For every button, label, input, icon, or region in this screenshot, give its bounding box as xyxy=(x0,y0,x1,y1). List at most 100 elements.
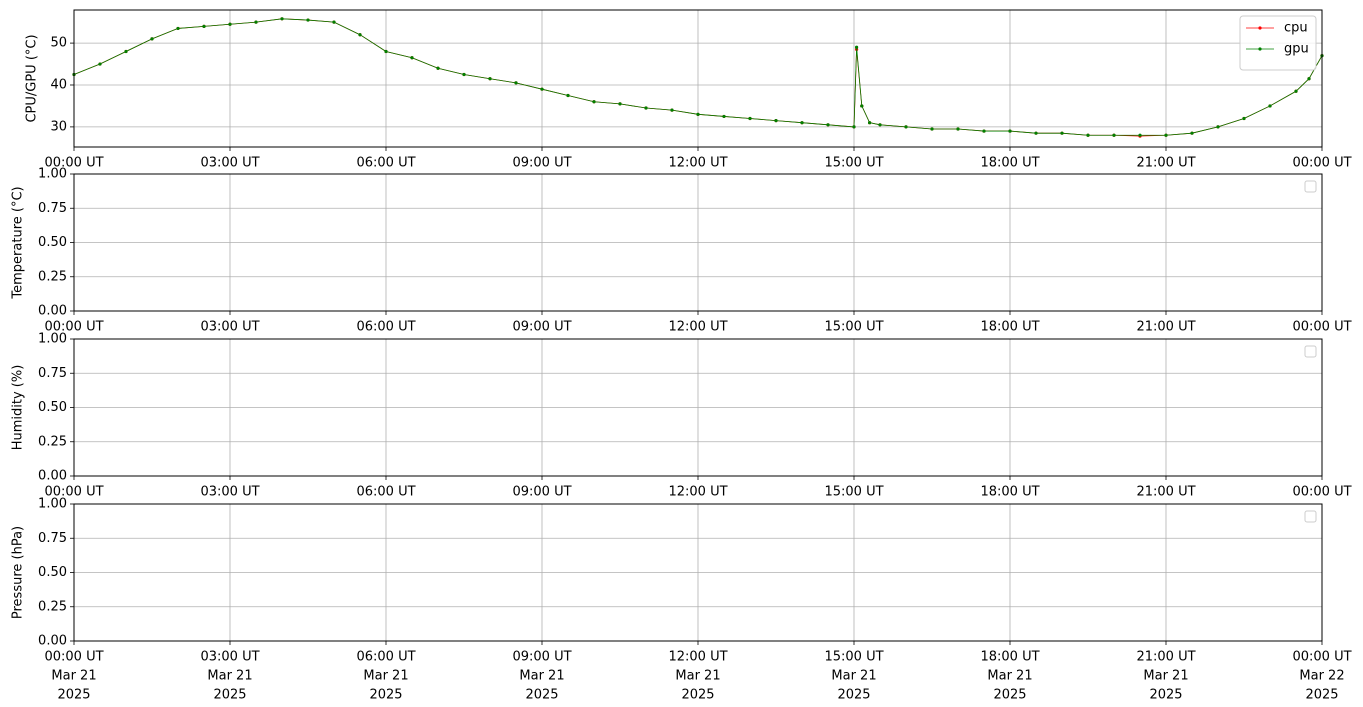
point xyxy=(488,77,492,81)
point xyxy=(774,119,778,123)
point xyxy=(1216,125,1220,129)
x-tick-label: 03:00 UT xyxy=(200,320,259,335)
subplot: 0.00 0.25 0.50 0.75 1.00 00:00 UT 03:00 UT 06:0… xyxy=(11,332,1352,500)
point xyxy=(202,24,206,28)
x-tick-label: 21:00 UT xyxy=(1136,320,1195,335)
point xyxy=(98,62,102,66)
y-tick-label: 1.00 xyxy=(38,497,67,512)
point xyxy=(1034,131,1038,135)
subplot: 30 40 50 00:00 UT 03:00 UT 06:00 UT 09:00 UT 12… xyxy=(25,9,1352,171)
x-tick-label: 21:00 UT xyxy=(1136,485,1195,500)
x-tick-label: 15:00 UT xyxy=(824,156,883,171)
point xyxy=(436,66,440,70)
point xyxy=(332,20,336,24)
y-tick-label: 0.00 xyxy=(38,469,67,484)
point xyxy=(618,102,622,106)
y-tick-label: 0.50 xyxy=(38,400,67,415)
x-tick-label: 00:00 UT xyxy=(1292,320,1351,335)
x-tick-label: 00:00 UT xyxy=(1292,650,1351,665)
x-tick-label: 06:00 UT xyxy=(356,156,415,171)
x-tick-label: 09:00 UT xyxy=(512,320,571,335)
x-tick-label: Mar 21 xyxy=(363,669,408,684)
x-tick-label: 2025 xyxy=(681,688,714,703)
point xyxy=(1294,89,1298,93)
point xyxy=(868,121,872,125)
legend-marker xyxy=(1258,47,1262,51)
x-tick-label: 03:00 UT xyxy=(200,485,259,500)
y-tick-label: 0.25 xyxy=(38,269,67,284)
point xyxy=(956,127,960,131)
x-tick-label: 2025 xyxy=(57,688,90,703)
point xyxy=(696,112,700,116)
point xyxy=(904,125,908,129)
y-axis-label: Humidity (%) xyxy=(11,365,26,451)
point xyxy=(852,125,856,129)
legend-box xyxy=(1239,15,1317,71)
point xyxy=(306,18,310,22)
point xyxy=(358,33,362,37)
point xyxy=(1307,77,1311,81)
x-tick-label: 00:00 UT xyxy=(44,320,103,335)
x-tick-label: 21:00 UT xyxy=(1136,156,1195,171)
point xyxy=(254,20,258,24)
x-tick-label: 09:00 UT xyxy=(512,485,571,500)
x-tick-label: Mar 21 xyxy=(831,669,876,684)
x-tick-label: 18:00 UT xyxy=(980,650,1039,665)
y-tick-label: 50 xyxy=(50,36,67,51)
point xyxy=(800,121,804,125)
x-tick-label: Mar 21 xyxy=(51,669,96,684)
point xyxy=(644,106,648,110)
y-axis-label: CPU/GPU (°C) xyxy=(25,34,40,122)
x-tick-label: 03:00 UT xyxy=(200,156,259,171)
point xyxy=(514,81,518,85)
point xyxy=(826,123,830,127)
y-tick-label: 1.00 xyxy=(38,332,67,347)
plot-frame xyxy=(73,503,1323,642)
legend-marker xyxy=(1258,26,1262,30)
point xyxy=(410,56,414,60)
point xyxy=(124,49,128,54)
x-tick-label: Mar 22 xyxy=(1299,669,1344,684)
point xyxy=(280,17,284,21)
point xyxy=(1164,133,1168,137)
x-tick-label: 2025 xyxy=(369,688,402,703)
y-tick-label: 0.75 xyxy=(38,201,67,216)
y-tick-label: 0.75 xyxy=(38,366,67,381)
x-tick-label: 2025 xyxy=(1305,688,1338,703)
y-tick-label: 0.75 xyxy=(38,531,67,546)
point xyxy=(878,123,882,127)
x-tick-label: 00:00 UT xyxy=(44,485,103,500)
x-tick-label: Mar 21 xyxy=(519,669,564,684)
y-tick-label: 0.25 xyxy=(38,599,67,614)
point xyxy=(930,127,934,131)
point xyxy=(150,37,154,41)
point xyxy=(748,116,752,121)
y-tick-label: 1.00 xyxy=(38,167,67,182)
x-tick-label: 06:00 UT xyxy=(356,485,415,500)
plot-frame xyxy=(73,173,1323,312)
point xyxy=(540,87,544,91)
x-tick-label: 12:00 UT xyxy=(668,156,727,171)
x-tick-label: Mar 21 xyxy=(207,669,252,684)
point xyxy=(1242,116,1246,121)
point xyxy=(860,104,864,108)
x-tick-label: 06:00 UT xyxy=(356,650,415,665)
x-tick-label: 09:00 UT xyxy=(512,156,571,171)
plot-frame xyxy=(73,338,1323,477)
x-tick-label: 00:00 UT xyxy=(1292,156,1351,171)
point xyxy=(1190,131,1194,135)
x-tick-label: 15:00 UT xyxy=(824,485,883,500)
x-tick-label: 2025 xyxy=(213,688,246,703)
point xyxy=(176,26,180,31)
x-tick-label: 18:00 UT xyxy=(980,485,1039,500)
y-tick-label: 0.50 xyxy=(38,235,67,250)
x-tick-label: Mar 21 xyxy=(675,669,720,684)
point xyxy=(228,22,232,26)
point xyxy=(462,72,466,77)
point xyxy=(1086,133,1090,137)
y-tick-label: 0.00 xyxy=(38,304,67,319)
point xyxy=(1138,133,1142,137)
x-tick-label: 12:00 UT xyxy=(668,650,727,665)
point xyxy=(722,114,726,119)
